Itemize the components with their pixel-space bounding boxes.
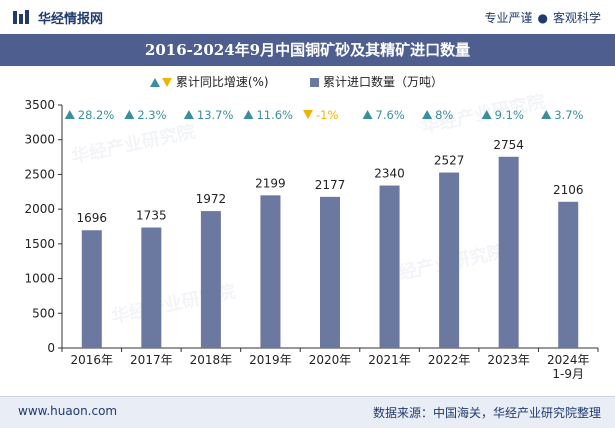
- bar-value-label: 2340: [374, 167, 405, 181]
- site-url: www.huaon.com: [18, 404, 118, 418]
- huajing-logo-icon: [13, 10, 29, 24]
- tagline-left: 专业严谨: [484, 11, 533, 25]
- bar: [141, 227, 162, 348]
- growth-up-triangle: [64, 110, 75, 119]
- legend-bar-swatch: [310, 78, 319, 87]
- growth-rate-label: 11.6%: [256, 108, 293, 122]
- bar-value-label: 1696: [77, 211, 108, 225]
- growth-up-triangle: [243, 110, 254, 119]
- y-tick-label: 3500: [24, 98, 55, 112]
- down-triangle-icon: [162, 78, 172, 87]
- legend-growth-label: 累计同比增速(%): [175, 75, 269, 89]
- bar-value-label: 2527: [434, 154, 465, 168]
- x-tick-label: 2018年: [190, 353, 233, 367]
- bar: [320, 196, 340, 348]
- bar-value-label: 1735: [136, 209, 167, 223]
- growth-down-triangle: [303, 110, 313, 119]
- x-tick-label: 2023年: [487, 353, 530, 367]
- tagline-right: 客观科学: [552, 11, 601, 25]
- bar: [379, 185, 400, 348]
- y-tick-label: 1000: [24, 272, 55, 286]
- x-tick-label: 2020年: [309, 353, 352, 367]
- bar: [81, 230, 102, 348]
- y-tick-label: 2000: [24, 202, 55, 216]
- bar: [558, 201, 579, 348]
- growth-rate-label: 9.1%: [495, 108, 524, 122]
- x-tick-label: 2016年: [71, 353, 114, 367]
- growth-up-triangle: [541, 110, 552, 119]
- y-tick-label: 500: [32, 306, 55, 320]
- x-tick-label: 2021年: [368, 353, 411, 367]
- y-tick-label: 2500: [24, 167, 55, 181]
- bar-value-label: 1972: [196, 192, 227, 206]
- growth-rate-label: 8%: [435, 108, 453, 122]
- growth-rate-label: 2.3%: [137, 108, 166, 122]
- growth-rate-label: -1%: [316, 108, 338, 122]
- tagline-separator: ●: [537, 11, 548, 25]
- bar: [498, 156, 519, 348]
- x-tick-label: 2024年: [547, 353, 590, 367]
- x-tick-label: 2019年: [249, 353, 292, 367]
- legend-volume: 累计进口数量（万吨）: [310, 72, 443, 92]
- growth-up-triangle: [422, 110, 433, 119]
- up-triangle-icon: [150, 78, 160, 87]
- data-source: 数据来源：中国海关，华经产业研究院整理: [372, 406, 601, 420]
- bar-value-label: 2199: [255, 176, 286, 190]
- growth-rate-label: 3.7%: [554, 108, 583, 122]
- x-tick-label: 1-9月: [552, 367, 584, 381]
- growth-up-triangle: [183, 110, 194, 119]
- growth-up-triangle: [124, 110, 135, 119]
- growth-rate-label: 13.7%: [197, 108, 234, 122]
- y-tick-label: 0: [47, 341, 55, 355]
- bar-chart: 0 500 1000 1500 2000 2500 3000 3500 1696 2016年 28.…: [24, 98, 599, 381]
- brand-name: 华经情报网: [38, 12, 104, 27]
- title-bar: 2016-2024年9月中国铜矿砂及其精矿进口数量: [0, 34, 615, 66]
- x-tick-label: 2017年: [130, 353, 173, 367]
- legend-growth: 累计同比增速(%): [150, 72, 269, 92]
- growth-up-triangle: [362, 110, 373, 119]
- bar: [439, 172, 460, 348]
- y-tick-label: 1500: [24, 237, 55, 251]
- growth-up-triangle: [481, 110, 492, 119]
- bar: [200, 211, 221, 348]
- y-tick-label: 3000: [24, 133, 55, 147]
- chart-legend: 累计同比增速(%) 累计进口数量（万吨）: [0, 72, 615, 92]
- tagline: 专业严谨 ● 客观科学: [484, 9, 601, 26]
- growth-rate-label: 7.6%: [376, 108, 405, 122]
- bar-value-label: 2754: [493, 138, 524, 152]
- growth-rate-label: 28.2%: [78, 108, 115, 122]
- bar-value-label: 2106: [553, 183, 584, 197]
- bar: [260, 195, 281, 348]
- footer: www.huaon.com 数据来源：中国海关，华经产业研究院整理: [0, 396, 615, 428]
- top-bar: 华经情报网 专业严谨 ● 客观科学: [0, 0, 615, 34]
- legend-volume-label: 累计进口数量（万吨）: [323, 75, 444, 89]
- chart-title: 2016-2024年9月中国铜矿砂及其精矿进口数量: [144, 41, 471, 59]
- x-tick-label: 2022年: [428, 353, 471, 367]
- bar-value-label: 2177: [315, 178, 346, 192]
